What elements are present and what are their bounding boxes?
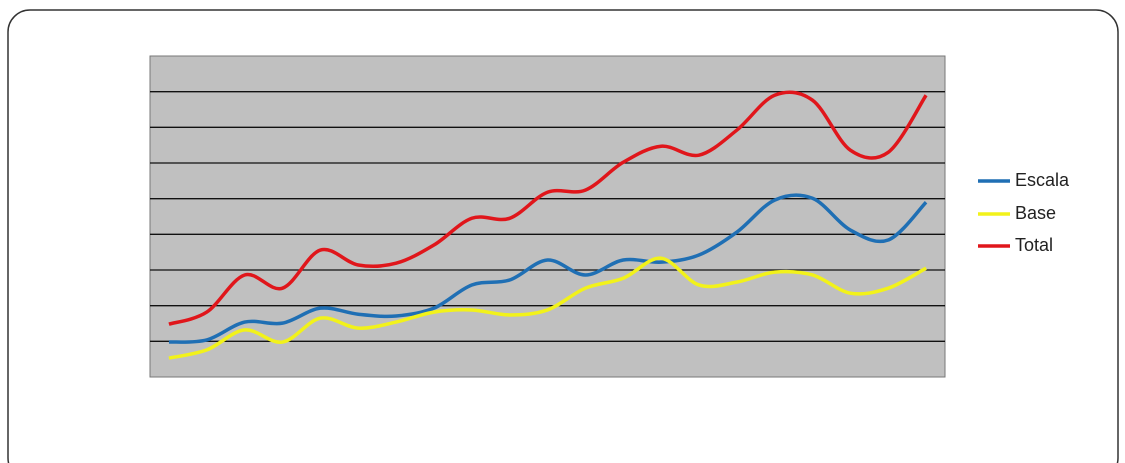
line bbox=[168, 90, 928, 326]
line bbox=[168, 193, 928, 344]
line bbox=[168, 256, 927, 360]
legend-label: Escala bbox=[1015, 170, 1070, 190]
legend-label: Total bbox=[1015, 235, 1053, 255]
legend-label: Base bbox=[1015, 203, 1056, 223]
plot-area bbox=[149, 55, 946, 378]
